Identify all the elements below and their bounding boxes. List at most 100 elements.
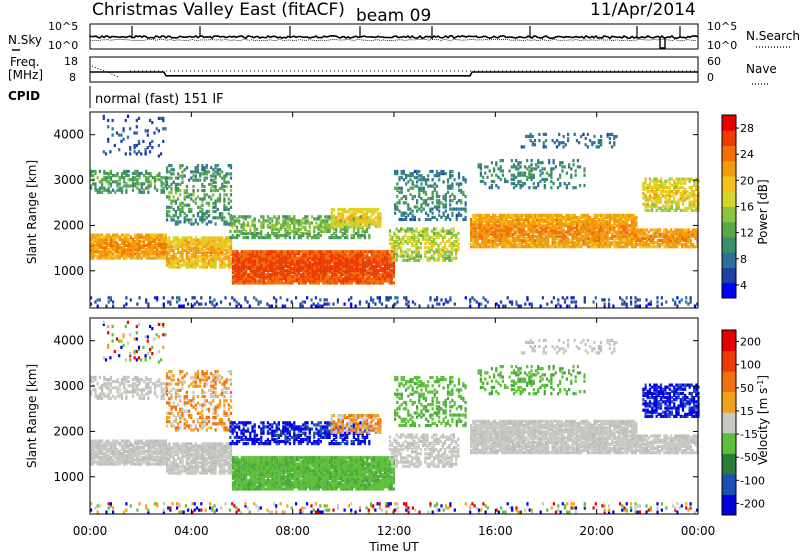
power-cell (498, 230, 501, 234)
power-cell (315, 266, 318, 270)
power-cell (444, 235, 447, 239)
power-cell (315, 268, 318, 273)
power-cell (617, 224, 620, 228)
power-cell (330, 210, 333, 214)
power-cell (518, 234, 521, 238)
power-cell (227, 238, 230, 242)
power-cell (317, 266, 320, 270)
power-cell (192, 189, 195, 193)
power-cell (218, 242, 222, 246)
power-cell (504, 177, 507, 181)
power-cell (645, 232, 648, 236)
power-cell (446, 254, 449, 258)
power-cell (547, 230, 550, 234)
power-cell (199, 218, 202, 222)
power-cell (131, 248, 135, 252)
power-cell (284, 281, 287, 285)
power-cell (398, 176, 401, 180)
power-cell (236, 277, 239, 281)
power-cell (457, 176, 461, 180)
power-cell (238, 258, 241, 262)
power-cell (537, 159, 540, 163)
power-cell (444, 233, 447, 237)
power-cell (435, 199, 439, 203)
power-cell (112, 243, 115, 248)
power-cell (498, 224, 501, 228)
power-cell (555, 145, 559, 149)
power-cell (472, 236, 475, 240)
power-cell (242, 227, 245, 231)
power-cell (166, 168, 169, 172)
power-cell (207, 236, 211, 240)
power-cell (416, 172, 419, 176)
power-cell (331, 275, 334, 279)
power-cell (617, 245, 620, 249)
power-cell (516, 222, 519, 226)
power-cell (505, 230, 508, 234)
power-cell (377, 275, 380, 279)
power-cell (520, 228, 523, 232)
power-cell (156, 256, 159, 260)
power-cell (317, 271, 320, 275)
power-cell (247, 277, 250, 281)
power-cell (346, 222, 349, 226)
power-cell (435, 169, 439, 174)
power-cell (364, 250, 367, 254)
power-cell (394, 211, 397, 215)
power-cell (273, 262, 276, 266)
power-cell (249, 227, 252, 231)
power-cell (181, 170, 184, 174)
power-cell (134, 233, 137, 237)
power-cell (470, 245, 473, 249)
power-cell (196, 222, 200, 226)
power-cell (372, 275, 376, 279)
power-cell (229, 199, 233, 203)
power-cell (140, 243, 143, 248)
power-cell (617, 240, 620, 245)
power-cell (560, 238, 563, 242)
power-cell (190, 263, 193, 267)
power-cell (205, 242, 208, 246)
power-cell (571, 234, 574, 238)
power-cell (151, 121, 154, 125)
power-cell (408, 254, 411, 258)
power-cell (339, 268, 343, 273)
power-cell (229, 261, 233, 265)
power-cell (255, 233, 258, 238)
power-cell (273, 223, 276, 227)
power-cell (602, 224, 605, 228)
power-cell (280, 258, 283, 262)
power-cell (174, 199, 177, 203)
power-cell (408, 256, 411, 260)
power-cell (179, 189, 182, 193)
power-cell (402, 235, 405, 239)
power-cell (619, 220, 623, 224)
power-cell (624, 232, 627, 236)
power-cell (450, 256, 453, 260)
power-cell (227, 265, 230, 269)
power-cell (262, 271, 265, 275)
power-cell (326, 217, 329, 221)
power-cell (583, 184, 586, 188)
power-cell (611, 213, 614, 217)
power-cell (168, 191, 171, 195)
power-cell (253, 262, 257, 266)
power-cell (370, 254, 373, 258)
power-cell (188, 244, 191, 248)
power-cell (238, 271, 241, 275)
power-cell (249, 250, 252, 254)
power-cell (441, 248, 444, 252)
power-cell (153, 176, 157, 180)
power-cell (275, 254, 279, 258)
power-cell (643, 236, 646, 240)
power-cell (375, 264, 378, 268)
power-cell (355, 268, 358, 273)
power-cell (238, 215, 241, 219)
power-cell (633, 236, 636, 240)
power-cell (125, 256, 128, 260)
power-cell (448, 239, 451, 244)
power-cell (446, 213, 450, 217)
power-cell (293, 264, 296, 268)
power-cell (172, 248, 175, 252)
power-cell (293, 266, 296, 270)
